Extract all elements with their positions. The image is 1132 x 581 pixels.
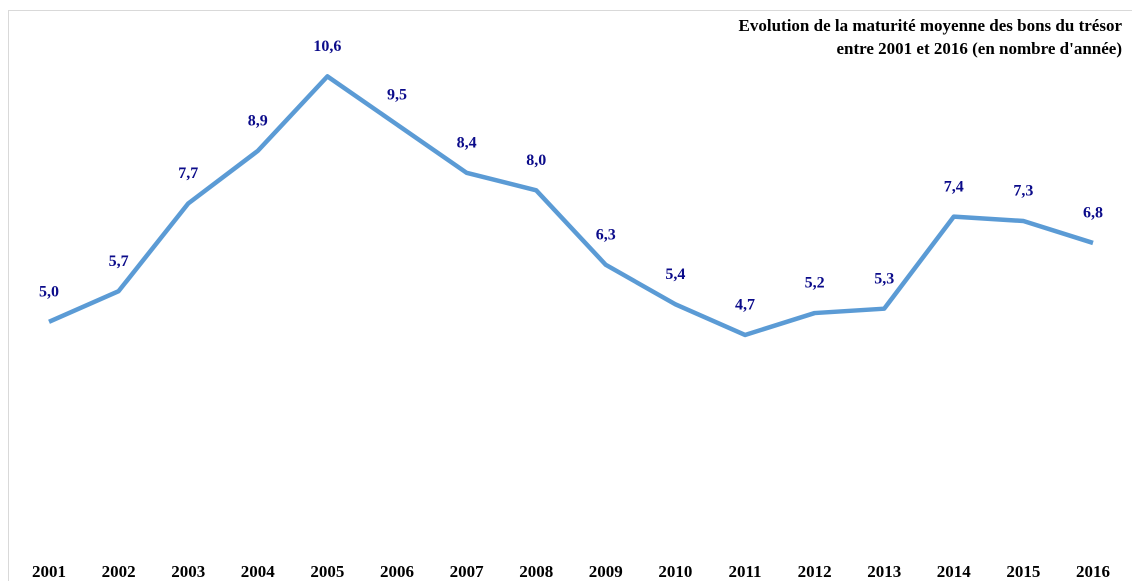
x-tick-label: 2005 [310,562,344,581]
line [48,74,1094,338]
data-label: 8,4 [457,134,477,151]
x-tick-label: 2009 [589,562,623,581]
x-tick-label: 2006 [380,562,414,581]
data-label: 9,5 [387,86,407,103]
x-tick-label: 2002 [102,562,136,581]
x-tick-label: 2013 [867,562,901,581]
x-tick-label: 2015 [1006,562,1040,581]
x-tick-label: 2016 [1076,562,1110,581]
data-label: 8,0 [526,152,546,169]
x-tick-label: 2008 [519,562,553,581]
data-label: 6,8 [1083,205,1103,222]
data-label: 8,9 [248,113,268,130]
data-label: 5,2 [805,275,825,292]
x-tick-label: 2011 [728,562,761,581]
x-tick-label: 2012 [798,562,832,581]
chart-title: Evolution de la maturité moyenne des bon… [739,16,1123,35]
chart-title: entre 2001 et 2016 (en nombre d'année) [836,39,1122,58]
x-tick-label: 2010 [658,562,692,581]
data-label: 7,3 [1013,183,1033,200]
x-tick-label: 2007 [450,562,485,581]
data-label: 7,4 [944,178,964,195]
x-tick-label: 2003 [171,562,205,581]
data-label: 5,0 [39,284,59,301]
data-label: 5,3 [874,270,894,287]
x-tick-label: 2001 [32,562,66,581]
data-label: 5,4 [665,266,685,283]
data-label: 10,6 [313,38,341,55]
data-label: 5,7 [109,253,129,270]
x-tick-label: 2014 [937,562,972,581]
x-tick-label: 2004 [241,562,276,581]
data-label: 6,3 [596,227,616,244]
chart-border [8,10,1132,581]
data-label: 7,7 [178,165,198,182]
data-label: 4,7 [735,297,755,314]
